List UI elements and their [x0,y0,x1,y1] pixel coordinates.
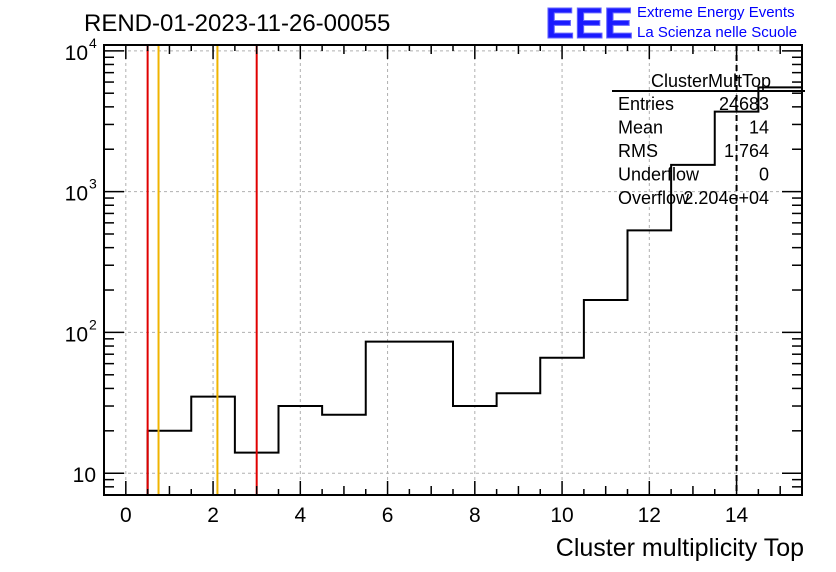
y-tick-label: 10 [65,42,88,65]
histogram-bin-7 [409,342,453,495]
chart-title: REND-01-2023-11-26-00055 [84,10,391,37]
stats-value-underflow: 0 [759,165,769,185]
stats-value-entries: 24683 [719,94,769,114]
histogram-bin-10 [540,358,584,495]
histogram-bin-6 [366,342,410,495]
stats-value-overflow: 2.204e+04 [683,188,769,208]
histogram-outline [146,86,802,495]
x-tick-label: 10 [550,504,573,527]
histogram-bin-2 [191,397,235,495]
x-tick-label: 4 [294,504,306,527]
eee-logo: EEE [545,2,634,42]
svg-text:EEE: EEE [545,2,633,42]
x-tick-label: 8 [469,504,481,527]
y-tick-exponent: 3 [89,176,97,192]
x-tick-label: 6 [382,504,394,527]
x-tick-label: 14 [725,504,749,527]
stats-label-rms: RMS [618,141,658,161]
stats-label-underflow: Underflow [618,165,700,185]
stats-label-entries: Entries [618,94,674,114]
logo-line-2: La Scienza nelle Scuole [637,24,798,41]
stats-box-title: ClusterMultTop [651,71,771,91]
x-tick-label: 0 [120,504,132,527]
histogram-bin-12 [628,230,672,495]
histogram-bin-11 [584,300,628,495]
histogram-bin-1 [148,431,192,495]
stats-value-mean: 14 [749,118,769,138]
x-axis-label: Cluster multiplicity Top [555,534,804,562]
logo-line-1: Extreme Energy Events [637,4,795,21]
stats-label-mean: Mean [618,118,663,138]
y-tick-label: 10 [65,323,88,346]
histogram-bin-13 [671,165,715,495]
stats-label-overflow: Overflow [618,188,690,208]
y-tick-label: 10 [73,464,96,487]
y-tick-exponent: 4 [89,35,97,51]
y-tick-label: 10 [65,183,88,206]
x-tick-label: 12 [638,504,661,527]
histogram-bin-5 [322,415,366,495]
stats-value-rms: 1.764 [724,141,769,161]
y-tick-exponent: 2 [89,316,97,332]
histogram-bin-9 [497,393,541,495]
x-tick-label: 2 [207,504,219,527]
